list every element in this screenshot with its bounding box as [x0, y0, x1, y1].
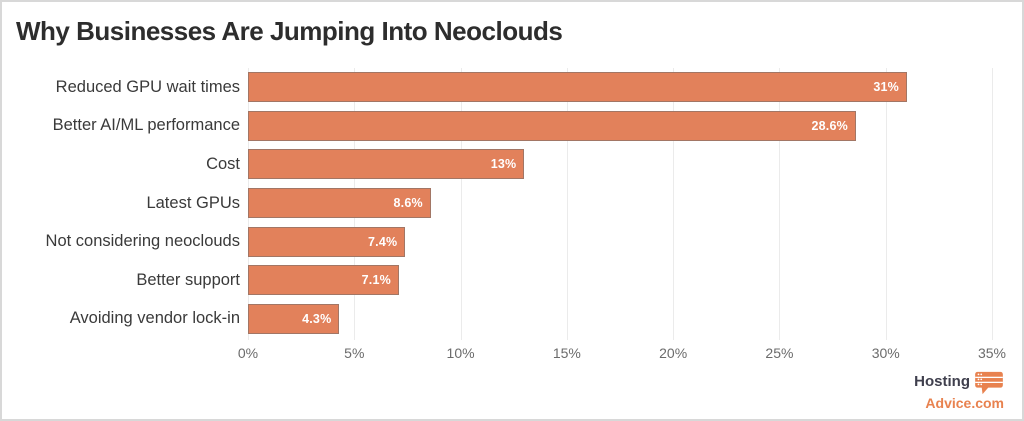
category-label: Not considering neoclouds — [45, 232, 240, 251]
hostingadvice-logo: Hosting Advice.com — [914, 371, 1004, 411]
category-label: Better support — [136, 270, 240, 289]
bar-value-label: 4.3% — [302, 311, 332, 326]
chart-title: Why Businesses Are Jumping Into Neocloud… — [16, 16, 563, 46]
bar-chart: Reduced GPU wait times 31% Better AI/ML pe… — [10, 68, 1006, 378]
bar-value-label: 7.1% — [361, 273, 391, 288]
category-label: Cost — [206, 154, 240, 173]
bar-row: Better support 7.1% — [10, 261, 992, 300]
gridline — [673, 68, 675, 340]
logo-text-advice: Advice.com — [925, 394, 1004, 411]
bar-value-label: 13% — [490, 157, 517, 172]
category-label: Reduced GPU wait times — [55, 77, 240, 96]
bar-track: 31% — [248, 72, 992, 103]
bar-row: Reduced GPU wait times 31% — [10, 68, 992, 107]
category-label: Avoiding vendor lock-in — [69, 309, 240, 328]
bar: 31% — [248, 72, 907, 103]
gridline — [885, 68, 887, 340]
bar-track: 13% — [248, 149, 992, 180]
x-axis-tick-label: 0% — [237, 345, 259, 361]
x-axis-tick-label: 35% — [977, 345, 1007, 361]
bar-track: 8.6% — [248, 188, 992, 219]
x-axis: 0% 5% 10% 15% 20% 25% 30% 35% — [238, 345, 1006, 367]
x-axis-tick-label: 30% — [871, 345, 900, 361]
x-axis-tick-label: 10% — [446, 345, 475, 361]
bar-row: Better AI/ML performance 28.6% — [10, 107, 992, 146]
gridline — [460, 68, 462, 340]
bar-row: Latest GPUs 8.6% — [10, 184, 992, 223]
bar: 7.4% — [248, 226, 406, 257]
gridline — [992, 68, 993, 340]
bar-row: Not considering neoclouds 7.4% — [10, 222, 992, 261]
bar-track: 7.4% — [248, 226, 992, 257]
logo-top-line: Hosting — [914, 371, 1004, 395]
x-axis-tick-label: 15% — [552, 345, 581, 361]
bar-row: Avoiding vendor lock-in 4.3% — [10, 300, 992, 339]
x-axis-tick-label: 5% — [344, 345, 365, 361]
gridline — [779, 68, 781, 340]
bar: 28.6% — [248, 110, 856, 141]
bar: 13% — [248, 149, 525, 180]
bar-rows: Reduced GPU wait times 31% Better AI/ML pe… — [10, 68, 992, 338]
category-label: Latest GPUs — [146, 193, 240, 212]
bar-track: 28.6% — [248, 110, 992, 141]
bar: 4.3% — [248, 303, 340, 334]
bar: 7.1% — [248, 265, 399, 296]
category-label: Better AI/ML performance — [52, 116, 240, 135]
bar-track: 7.1% — [248, 265, 992, 296]
bar-value-label: 7.4% — [368, 234, 398, 249]
bar-row: Cost 13% — [10, 145, 992, 184]
bar: 8.6% — [248, 188, 431, 219]
gridline — [566, 68, 568, 340]
bar-value-label: 28.6% — [811, 118, 848, 133]
speech-bubble-server-icon — [975, 371, 1003, 394]
bar-value-label: 8.6% — [393, 196, 423, 211]
x-axis-tick-label: 20% — [659, 345, 688, 361]
bar-value-label: 31% — [873, 80, 899, 95]
x-axis-tick-label: 25% — [765, 345, 794, 361]
bar-track: 4.3% — [248, 303, 992, 334]
logo-text-hosting: Hosting — [914, 373, 970, 391]
